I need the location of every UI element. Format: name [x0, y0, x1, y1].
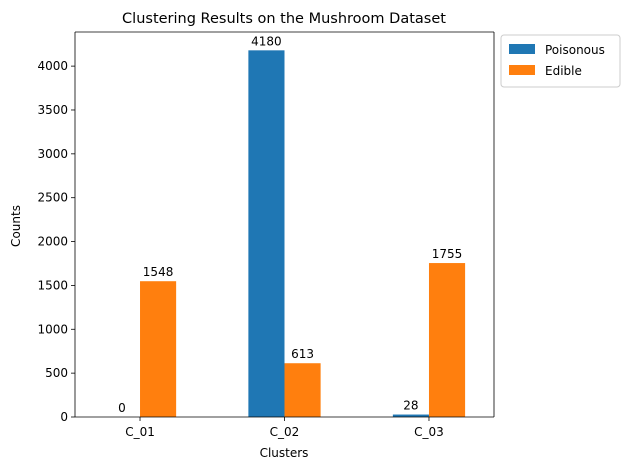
- y-tick-label: 3000: [37, 147, 68, 161]
- data-label: 28: [403, 399, 418, 413]
- data-label: 1755: [432, 247, 463, 261]
- legend-label-poisonous: Poisonous: [545, 43, 605, 57]
- bar-poisonous-c_03: [392, 414, 429, 417]
- plot-area: 0 4180 28 1548 613 1755 0 500 1000 1500 2000 2500 30…: [37, 31, 495, 439]
- y-tick-label: 2500: [37, 191, 68, 205]
- data-label: 1548: [143, 265, 174, 279]
- chart-title: Clustering Results on the Mushroom Datas…: [122, 11, 446, 27]
- x-axis-title: Clusters: [260, 446, 309, 460]
- x-tick-label: C_03: [414, 425, 444, 439]
- y-tick-label: 1500: [37, 278, 68, 292]
- bar-edible-c_02: [284, 363, 321, 417]
- y-tick-label: 0: [60, 410, 68, 424]
- y-tick-label: 4000: [37, 59, 68, 73]
- data-label: 4180: [251, 34, 282, 48]
- legend-swatch-poisonous: [509, 44, 535, 54]
- data-label: 613: [291, 347, 314, 361]
- bar-edible-c_01: [140, 281, 177, 417]
- y-tick-label: 3500: [37, 103, 68, 117]
- data-label: 0: [118, 401, 126, 415]
- legend-label-edible: Edible: [545, 64, 582, 78]
- y-tick-label: 1000: [37, 322, 68, 336]
- legend: Poisonous Edible: [500, 34, 621, 88]
- bar-edible-c_03: [428, 263, 466, 417]
- y-tick-label: 500: [45, 366, 68, 380]
- legend-swatch-edible: [509, 65, 535, 75]
- bar-poisonous-c_02: [248, 50, 285, 417]
- x-tick-label: C_01: [125, 425, 155, 439]
- y-tick-label: 2000: [37, 235, 68, 249]
- y-axis-title: Counts: [9, 205, 23, 247]
- x-tick-label: C_02: [270, 425, 300, 439]
